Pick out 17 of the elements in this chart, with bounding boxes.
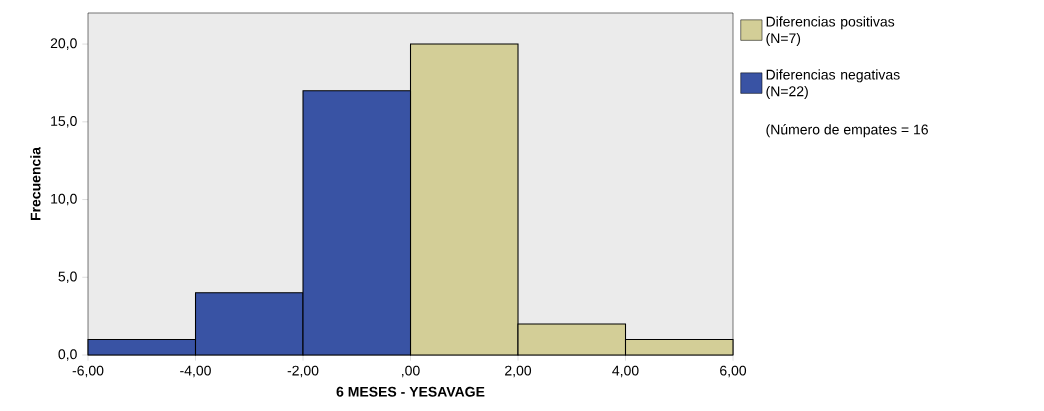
x-tick-label: 4,00: [612, 365, 639, 378]
legend-label: Diferencias positivas (N=7): [766, 16, 895, 47]
y-axis-title: Frecuencia: [30, 146, 41, 221]
x-tick-label: 2,00: [505, 365, 532, 378]
y-tick-label: 10,0: [51, 193, 77, 206]
y-tick-label: 20,0: [50, 38, 77, 50]
x-tick-label: -6,00: [72, 365, 104, 378]
legend-label: Diferencias negativas (N=22): [766, 69, 900, 100]
y-tick-label: 0,0: [58, 349, 77, 361]
x-tick-label: -2,00: [287, 365, 319, 378]
x-tick-label: 6,00: [720, 365, 747, 378]
x-axis-title: 6 MESES - YESAVAGE: [336, 386, 485, 397]
y-tick-label: 15,0: [51, 116, 77, 128]
x-tick-label: -4,00: [180, 365, 211, 378]
x-tick-label: ,00: [402, 365, 420, 378]
y-tick-label: 5,0: [58, 271, 77, 284]
text: (Número de empates = 16: [766, 124, 928, 138]
